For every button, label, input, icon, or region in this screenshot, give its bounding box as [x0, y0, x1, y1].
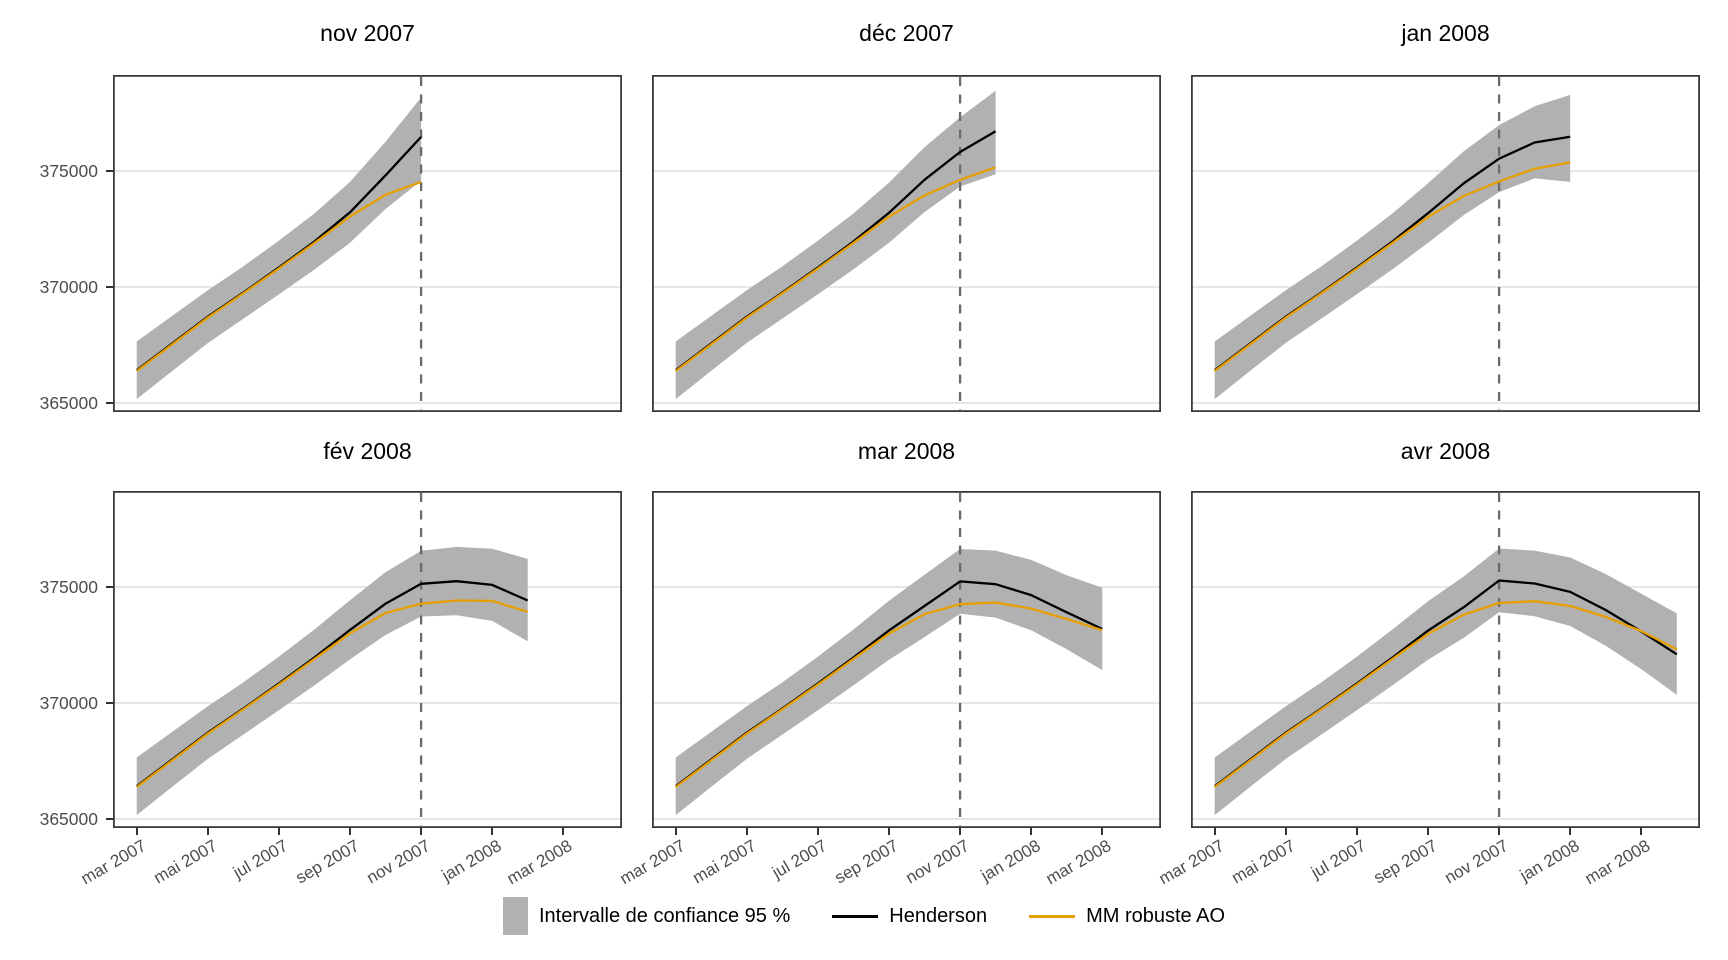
x-axis-tick-label: jan 2008	[977, 836, 1044, 886]
legend-item-henderson: Henderson	[832, 905, 987, 928]
x-axis-tick-label: jul 2007	[769, 836, 831, 883]
y-axis-tick	[106, 586, 113, 588]
x-axis-tick	[1101, 828, 1104, 835]
ci-band-swatch	[502, 897, 528, 935]
x-axis-tick-label: nov 2007	[902, 836, 973, 888]
y-axis-tick	[106, 818, 113, 820]
x-axis-tick-label: mar 2008	[1582, 836, 1654, 889]
x-axis-tick	[1498, 828, 1501, 835]
legend: Intervalle de confiance 95 % Henderson M…	[0, 894, 1728, 938]
y-axis-tick	[106, 286, 113, 288]
x-axis-tick	[674, 828, 677, 835]
facet-title-avr-2008: avr 2008	[1400, 438, 1491, 464]
x-axis-tick-label: mar 2008	[1043, 836, 1115, 889]
legend-label-ci: Intervalle de confiance 95 %	[538, 904, 791, 927]
legend-item-ci: Intervalle de confiance 95 %	[502, 897, 791, 935]
henderson-key-line	[832, 914, 879, 918]
y-axis-tick	[106, 402, 113, 404]
x-axis-tick-label: sep 2007	[831, 836, 902, 888]
x-axis-tick	[135, 828, 138, 835]
x-axis-tick-label: jul 2007	[1308, 836, 1370, 883]
x-axis-tick	[562, 828, 565, 835]
y-axis-tick-label: 365000	[39, 809, 98, 829]
facet-title-dec-2007: déc 2007	[859, 20, 954, 46]
x-axis-tick	[349, 828, 351, 835]
y-axis-tick	[106, 170, 113, 172]
x-axis-tick	[745, 828, 748, 835]
x-axis-tick	[1213, 828, 1216, 835]
x-axis-tick-label: nov 2007	[1441, 836, 1512, 888]
y-axis-tick-label: 370000	[39, 693, 98, 713]
x-axis-tick	[816, 828, 819, 835]
facet-title-nov-2007: nov 2007	[320, 20, 415, 46]
y-axis-tick-label: 370000	[39, 277, 98, 297]
x-axis-tick-label: sep 2007	[292, 836, 363, 888]
x-axis-tick	[1355, 828, 1358, 835]
plot-area-fev-2008	[113, 491, 622, 828]
legend-label-henderson: Henderson	[889, 904, 988, 927]
x-axis-tick-label: mai 2007	[150, 836, 221, 888]
plot-area-nov-2007	[113, 75, 622, 412]
x-axis-tick	[420, 828, 423, 835]
x-axis-tick-label: jan 2008	[1516, 836, 1583, 886]
plot-area-dec-2007	[652, 75, 1161, 412]
facet-title-mar-2008: mar 2008	[857, 438, 956, 464]
y-axis-tick-label: 365000	[39, 393, 98, 413]
y-axis-tick-label: 375000	[39, 161, 98, 181]
y-axis-tick	[106, 702, 113, 704]
legend-item-mm: MM robuste AO	[1029, 905, 1225, 928]
y-axis-tick-label: 375000	[39, 577, 98, 597]
x-axis-tick-label: mar 2008	[504, 836, 576, 889]
x-axis-tick	[959, 828, 962, 835]
x-axis-tick-label: mai 2007	[1228, 836, 1299, 888]
plot-area-mar-2008	[652, 491, 1161, 828]
x-axis-tick-label: nov 2007	[363, 836, 434, 888]
x-axis-tick	[888, 828, 890, 835]
x-axis-tick	[277, 828, 280, 835]
plot-area-jan-2008	[1191, 75, 1700, 412]
x-axis-tick-label: mar 2007	[616, 836, 689, 889]
x-axis-tick	[206, 828, 209, 835]
mm-key-line	[1029, 914, 1076, 918]
x-axis-tick	[1569, 828, 1572, 835]
facet-title-jan-2008: jan 2008	[1401, 20, 1490, 46]
x-axis-tick	[1427, 828, 1429, 835]
x-axis-tick	[491, 828, 494, 835]
legend-label-mm: MM robuste AO	[1086, 904, 1226, 927]
x-axis-tick	[1030, 828, 1033, 835]
x-axis-tick	[1284, 828, 1287, 835]
x-axis-tick-label: sep 2007	[1370, 836, 1441, 888]
x-axis-tick-label: jan 2008	[438, 836, 505, 886]
plot-area-avr-2008	[1191, 491, 1700, 828]
facet-title-fev-2008: fév 2008	[323, 438, 412, 464]
x-axis-tick-label: jul 2007	[230, 836, 292, 883]
x-axis-tick-label: mar 2007	[77, 836, 150, 889]
x-axis-tick-label: mar 2007	[1155, 836, 1228, 889]
x-axis-tick	[1640, 828, 1643, 835]
x-axis-tick-label: mai 2007	[689, 836, 760, 888]
